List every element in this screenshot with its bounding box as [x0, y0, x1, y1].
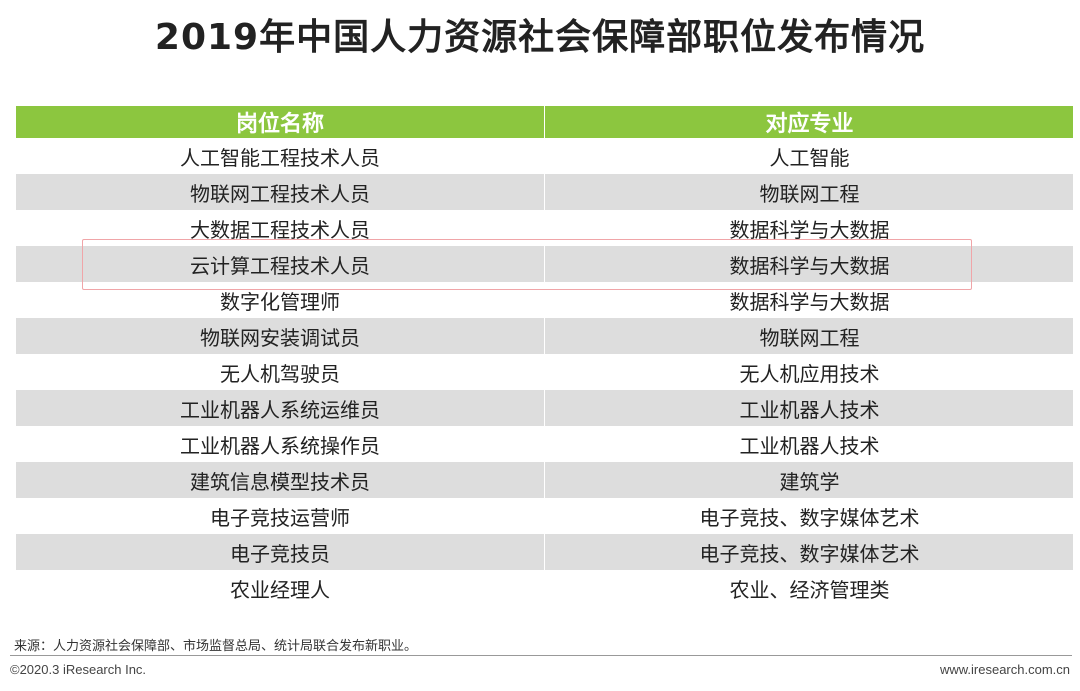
position-cell: 工业机器人系统运维员	[180, 397, 380, 422]
table-row: 物联网工程技术人员 物联网工程	[16, 174, 1073, 210]
page-title: 2019年中国人力资源社会保障部职位发布情况	[154, 17, 926, 58]
major-cell: 人工智能	[544, 138, 1074, 174]
positions-table: 岗位名称 对应专业 人工智能工程技术人员 人工智能 物联网工程技术人员 物联网工…	[16, 106, 1073, 606]
table-row: 建筑信息模型技术员 建筑学	[16, 462, 1073, 498]
footer-divider	[10, 655, 1072, 656]
source-note: 来源：人力资源社会保障部、市场监督总局、统计局联合发布新职业。	[14, 639, 418, 654]
website-link[interactable]: www.iresearch.com.cn	[939, 662, 1070, 677]
major-cell: 物联网工程	[544, 318, 1074, 354]
position-cell: 电子竞技运营师	[210, 505, 350, 530]
table-header-row: 岗位名称 对应专业	[16, 106, 1073, 138]
position-cell: 农业经理人	[230, 577, 330, 602]
major-cell: 工业机器人技术	[544, 390, 1074, 426]
copyright-text: ©2020.3 iResearch Inc.	[10, 662, 147, 677]
position-cell: 电子竞技员	[230, 541, 330, 566]
position-cell: 人工智能工程技术人员	[180, 145, 380, 170]
table-row: 数字化管理师 数据科学与大数据	[16, 282, 1073, 318]
table-row: 工业机器人系统操作员 工业机器人技术	[16, 426, 1073, 462]
highlight-box	[82, 239, 972, 290]
position-cell: 工业机器人系统操作员	[180, 433, 380, 458]
table-row: 农业经理人 农业、经济管理类	[16, 570, 1073, 606]
table-row: 物联网安装调试员 物联网工程	[16, 318, 1073, 354]
table-row: 人工智能工程技术人员 人工智能	[16, 138, 1073, 174]
major-cell: 数据科学与大数据	[544, 210, 1074, 246]
position-cell: 数字化管理师	[220, 289, 340, 314]
table-row: 电子竞技员 电子竞技、数字媒体艺术	[16, 534, 1073, 570]
major-cell: 物联网工程	[544, 174, 1074, 210]
table-row: 电子竞技运营师 电子竞技、数字媒体艺术	[16, 498, 1073, 534]
major-cell: 数据科学与大数据	[544, 246, 1074, 282]
header-position-name: 岗位名称	[235, 112, 324, 137]
table-row: 无人机驾驶员 无人机应用技术	[16, 354, 1073, 390]
major-cell: 农业、经济管理类	[544, 570, 1074, 606]
table-row: 工业机器人系统运维员 工业机器人技术	[16, 390, 1073, 426]
major-cell: 建筑学	[544, 462, 1074, 498]
position-cell: 云计算工程技术人员	[190, 253, 370, 278]
position-cell: 建筑信息模型技术员	[190, 469, 370, 494]
major-cell: 电子竞技、数字媒体艺术	[544, 534, 1074, 570]
position-cell: 物联网安装调试员	[200, 325, 360, 350]
major-cell: 无人机应用技术	[544, 354, 1074, 390]
table-row: 大数据工程技术人员 数据科学与大数据	[16, 210, 1073, 246]
major-cell: 数据科学与大数据	[544, 282, 1074, 318]
major-cell: 电子竞技、数字媒体艺术	[544, 498, 1074, 534]
table-row-highlighted: 云计算工程技术人员 数据科学与大数据	[16, 246, 1073, 282]
position-cell: 无人机驾驶员	[220, 361, 340, 386]
position-cell: 大数据工程技术人员	[190, 217, 370, 242]
position-cell: 物联网工程技术人员	[190, 181, 370, 206]
major-cell: 工业机器人技术	[544, 426, 1074, 462]
header-major: 对应专业	[544, 106, 1074, 138]
